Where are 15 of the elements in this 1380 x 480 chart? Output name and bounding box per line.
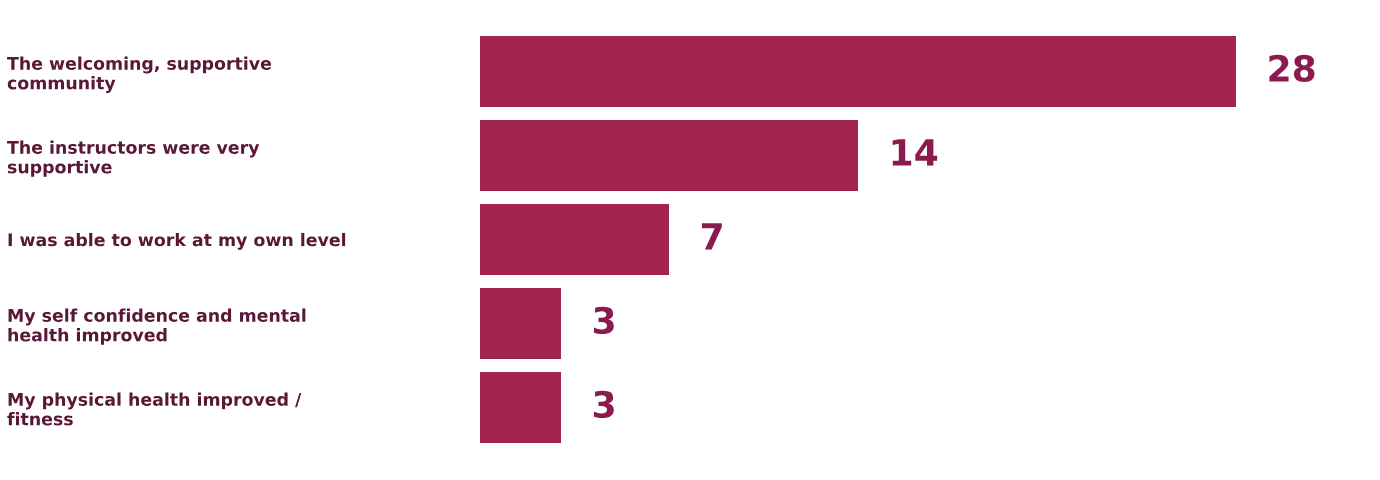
bar [480, 36, 1236, 108]
bar [480, 372, 561, 444]
y-tick-label: The welcoming, supportive community [7, 56, 272, 93]
bar [480, 204, 669, 276]
data-label: 3 [593, 306, 614, 334]
data-label: 14 [892, 139, 938, 166]
y-tick-label: I was able to work at my own level [8, 232, 346, 250]
data-label: 7 [701, 223, 722, 250]
data-label: 28 [1269, 54, 1315, 82]
data-label: 3 [593, 390, 614, 418]
y-tick-label: My physical health improved / fitness [7, 392, 302, 426]
y-tick-label: The instructors were very supportive [7, 140, 260, 177]
bar [480, 120, 858, 192]
y-tick-label: My self confidence and mental health improved [8, 308, 306, 345]
bar [480, 288, 561, 360]
